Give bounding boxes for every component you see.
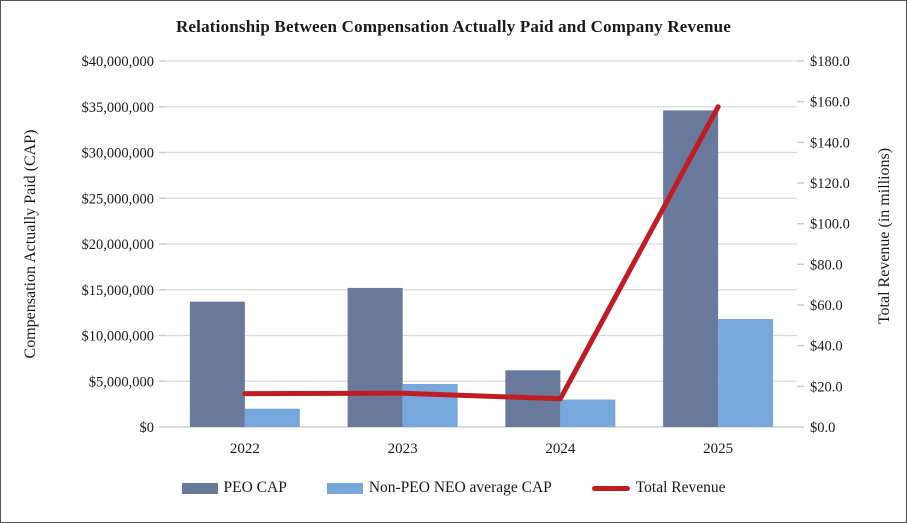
bar-non-peo-cap-2022 [244,408,300,427]
x-axis-label-2023: 2023 [388,441,418,457]
left-axis-tick-label: $30,000,000 [82,146,155,162]
x-axis-label-2022: 2022 [230,441,260,457]
left-axis-tick-label: $15,000,000 [82,283,155,299]
bar-non-peo-cap-2023 [402,383,458,427]
bar-non-peo-cap-2024 [560,399,616,427]
x-axis-label-2024: 2024 [545,441,576,457]
legend-item-non-peo-cap: Non-PEO NEO average CAP [326,479,552,497]
bar-peo-cap-2023 [347,287,403,427]
legend-item-peo-cap: PEO CAP [181,479,287,497]
non-peo-cap-swatch-icon [326,482,363,494]
left-axis-tick-label: $20,000,000 [82,237,155,253]
legend-label-peo-cap: PEO CAP [223,479,287,496]
left-axis-tick-label: $0 [140,420,155,436]
peo-cap-swatch-icon [181,482,218,494]
total-revenue-swatch-icon [591,485,630,491]
legend-label-non-peo-cap: Non-PEO NEO average CAP [368,479,552,496]
left-axis-tick-label: $10,000,000 [82,329,155,345]
x-axis-label-2025: 2025 [703,441,733,457]
chart-legend: PEO CAP Non-PEO NEO average CAP Total Re… [1,479,906,497]
bar-non-peo-cap-2025 [718,319,774,427]
chart-title: Relationship Between Compensation Actual… [175,17,732,36]
bar-peo-cap-2025 [663,110,719,427]
bar-peo-cap-2022 [189,301,245,427]
legend-label-total-revenue: Total Revenue [635,479,726,496]
left-axis-tick-label: $25,000,000 [82,191,155,207]
total-revenue-line [242,104,721,402]
right-axis-tick-label: $80.0 [810,257,843,273]
right-axis-tick-label: $0.0 [810,420,835,436]
right-axis-tick-label: $100.0 [810,217,850,233]
right-axis-tick-label: $120.0 [810,176,850,192]
left-axis-tick-label: $40,000,000 [82,54,155,70]
right-axis-tick-label: $40.0 [810,339,843,355]
left-axis-tick-label: $35,000,000 [82,100,155,116]
right-axis-tick-label: $60.0 [810,298,843,314]
legend-item-total-revenue: Total Revenue [591,479,726,497]
right-axis-tick-label: $180.0 [810,54,850,70]
right-axis-tick-label: $20.0 [810,379,843,395]
left-axis-tick-label: $5,000,000 [89,374,154,390]
right-axis-tick-label: $140.0 [810,135,850,151]
right-axis-tick-label: $160.0 [810,95,850,111]
